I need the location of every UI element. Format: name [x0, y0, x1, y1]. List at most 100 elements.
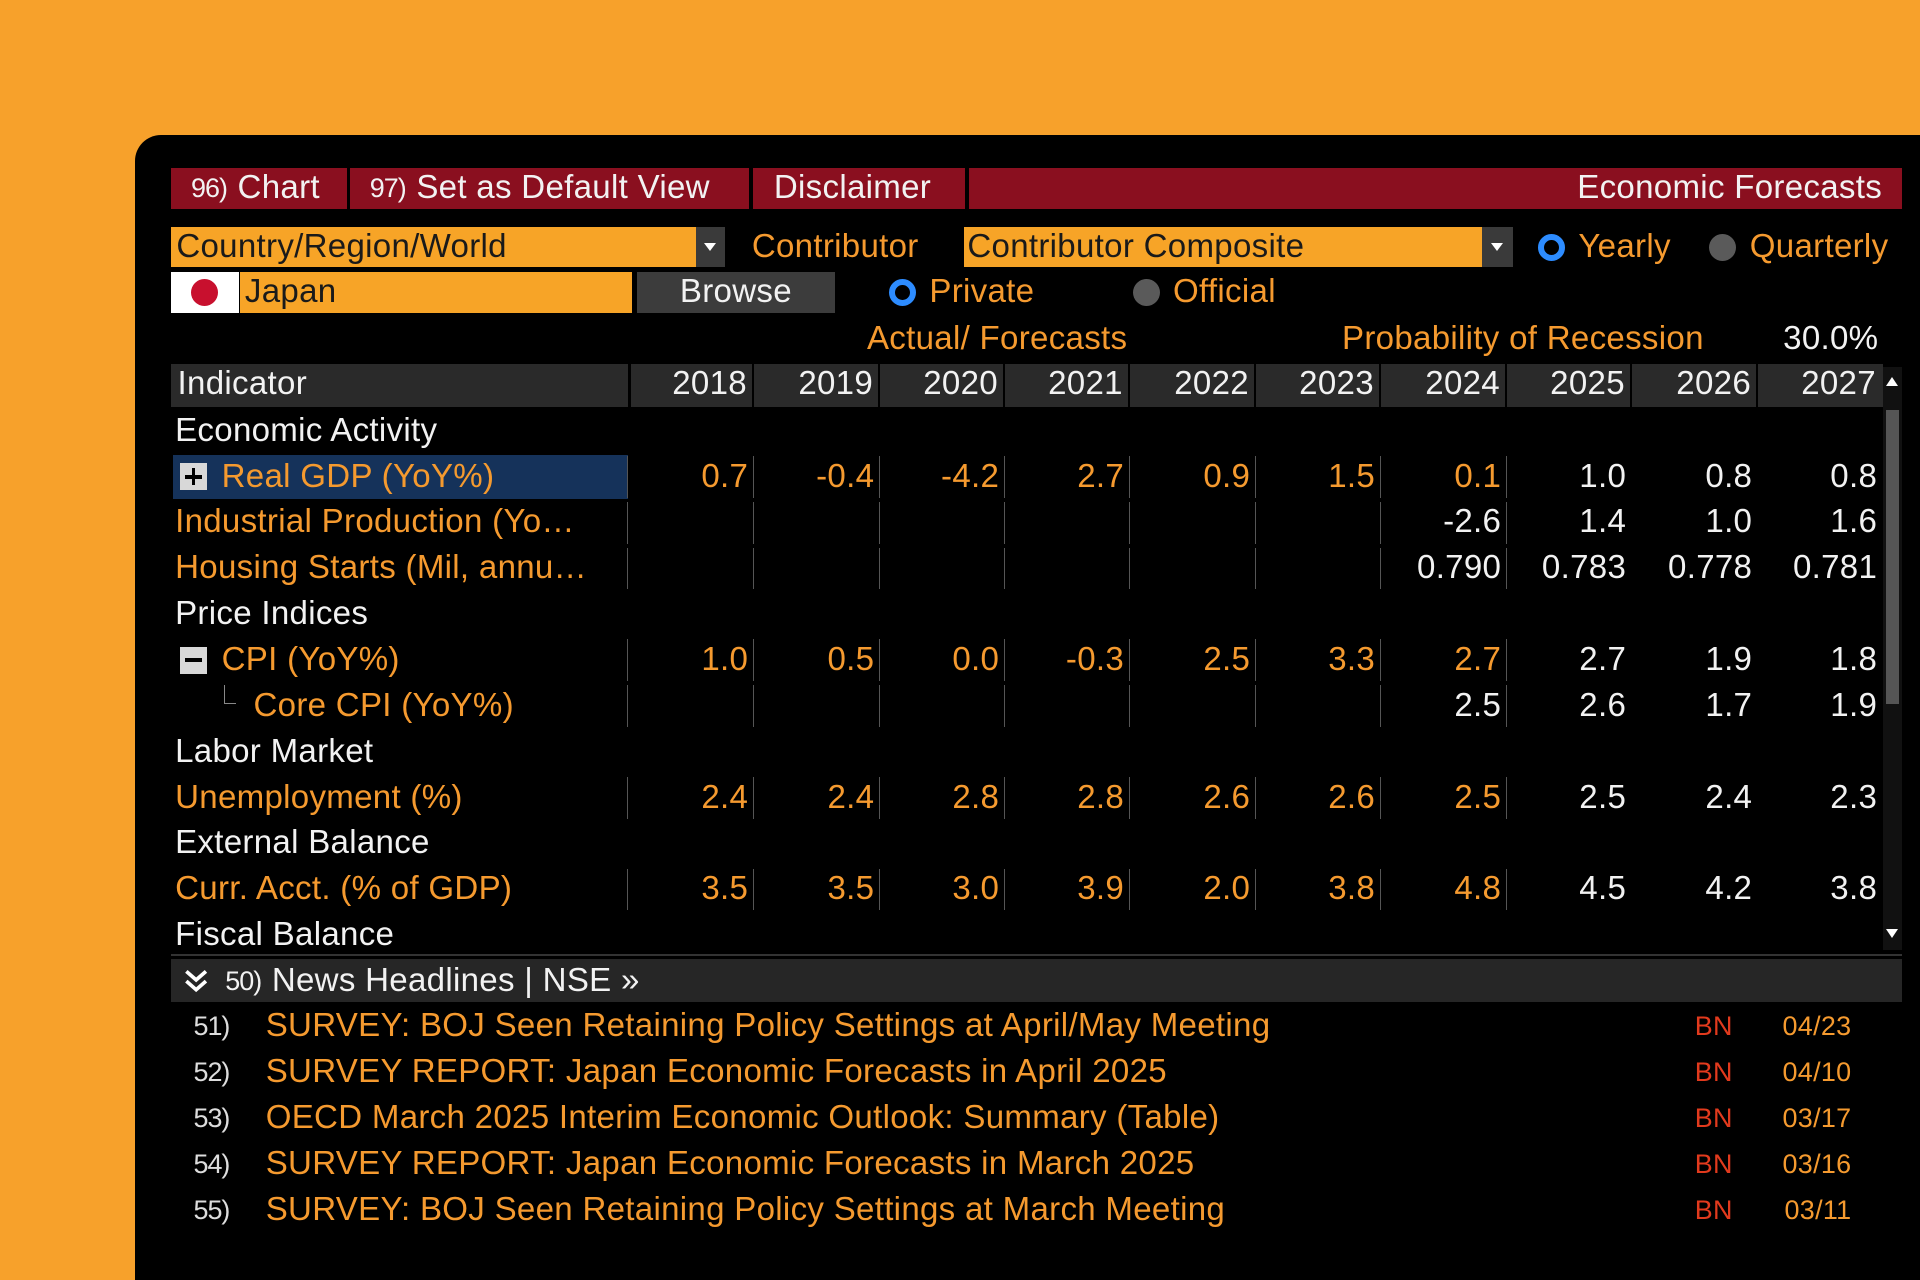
header-divider: [1504, 363, 1508, 407]
country-text: Japan: [244, 273, 337, 311]
scroll-up[interactable]: [1885, 377, 1898, 387]
region-dropdown-text: Country/Region/World: [176, 228, 507, 266]
cell-divider: [1255, 777, 1257, 819]
header-divider: [1253, 363, 1257, 407]
source-option: Private: [929, 273, 1035, 311]
news-date: 04/23: [1782, 1010, 1852, 1041]
cell-divider: [1004, 456, 1006, 498]
section-label: Economic Activity: [175, 411, 438, 449]
cell-divider: [1506, 639, 1508, 682]
cell-divider: [879, 777, 881, 819]
news-date: 03/16: [1782, 1148, 1852, 1179]
indicator-label: Industrial Production (Yo…: [175, 503, 575, 541]
news-headline: SURVEY REPORT: Japan Economic Forecasts …: [265, 1052, 1167, 1090]
cell-divider: [753, 501, 755, 544]
header-divider: [1002, 363, 1006, 407]
cell-value: 2.0: [1203, 870, 1251, 908]
cell-divider: [1506, 547, 1508, 590]
cell-divider: [626, 685, 629, 727]
cell-divider: [1004, 685, 1006, 727]
news-number: 50): [225, 965, 262, 996]
radio-selected[interactable]: [888, 279, 916, 307]
cell-value: 0.0: [952, 641, 1000, 679]
cell-divider: [1004, 868, 1006, 911]
cell-value: 0.778: [1668, 549, 1753, 587]
cell-divider: [1004, 501, 1006, 544]
header-divider: [1755, 363, 1759, 407]
cell-divider: [1380, 456, 1382, 498]
chevron: [184, 969, 207, 992]
radio-unselected[interactable]: [1132, 279, 1160, 307]
cell-divider: [1255, 456, 1257, 498]
cell-value: 2.7: [1077, 457, 1125, 495]
cell-value: 3.3: [1328, 641, 1376, 679]
cell-divider: [1506, 868, 1508, 911]
news-item-number: 51): [193, 1010, 230, 1041]
toolbar-button[interactable]: [754, 167, 965, 210]
cell-divider: [1128, 685, 1131, 727]
cell-divider: [1004, 777, 1006, 819]
cell-divider: [1380, 777, 1382, 819]
cell-value: 1.7: [1705, 686, 1753, 724]
cell-divider: [1255, 868, 1257, 911]
year-header: 2021: [1048, 365, 1123, 403]
cell-value: 2.3: [1830, 778, 1878, 816]
table-bottom-rule: [171, 953, 1902, 957]
cell-value: 0.8: [1830, 457, 1878, 495]
cell-divider: [753, 685, 755, 727]
news-source: BN: [1694, 1194, 1733, 1225]
news-headline: OECD March 2025 Interim Economic Outlook…: [265, 1098, 1220, 1136]
cell-value: 2.6: [1328, 778, 1376, 816]
browse-button[interactable]: [636, 271, 836, 314]
section-label: Price Indices: [175, 595, 369, 633]
header-divider: [1629, 363, 1633, 407]
cell-value: 2.5: [1203, 641, 1251, 679]
cell-value: -4.2: [941, 457, 1000, 495]
arrow-glyph: [1491, 243, 1504, 252]
collapse-icon[interactable]: [179, 964, 213, 997]
radio-selected[interactable]: [1537, 233, 1565, 261]
recession-label: Probability of Recession: [1342, 319, 1704, 357]
cell-value: 2.6: [1203, 778, 1251, 816]
year-header: 2023: [1299, 365, 1374, 403]
button-number: 97): [369, 173, 407, 204]
scroll-down[interactable]: [1885, 929, 1898, 939]
cell-divider: [1255, 501, 1257, 544]
cell-divider: [879, 547, 881, 590]
scrollbar-thumb[interactable]: [1885, 410, 1900, 705]
cell-value: -0.3: [1065, 641, 1125, 679]
cell-divider: [879, 685, 881, 727]
cell-divider: [1128, 501, 1131, 544]
country-field[interactable]: [240, 271, 632, 314]
contributor-dropdown[interactable]: [963, 226, 1482, 267]
cell-divider: [626, 456, 629, 498]
cell-value: 1.6: [1830, 503, 1878, 541]
cell-value: 0.781: [1792, 549, 1878, 587]
cell-value: 1.0: [1705, 503, 1753, 541]
button-label: Disclaimer: [773, 169, 932, 207]
cell-divider: [1506, 501, 1508, 544]
radio-unselected[interactable]: [1709, 233, 1737, 261]
cell-value: 2.6: [1579, 686, 1627, 724]
news-header[interactable]: [171, 958, 1902, 1002]
cell-divider: [626, 501, 629, 544]
year-header: 2026: [1676, 365, 1752, 403]
cell-value: 2.7: [1579, 641, 1627, 679]
cell-value: 3.8: [1328, 870, 1376, 908]
region-dropdown[interactable]: [171, 226, 696, 267]
toolbar-button[interactable]: [171, 167, 347, 210]
contributor-dropdown-text: Contributor Composite: [967, 228, 1305, 266]
cell-value: 1.8: [1830, 641, 1878, 679]
cell-value: 1.0: [1579, 457, 1627, 495]
year-header: 2018: [672, 365, 747, 403]
news-item-number: 55): [193, 1194, 230, 1225]
cell-value: 2.4: [701, 778, 749, 816]
cell-divider: [1128, 547, 1131, 590]
cell-divider: [1380, 868, 1382, 911]
header-divider: [628, 363, 631, 407]
cell-value: 1.5: [1328, 457, 1376, 495]
cell-value: 4.2: [1705, 870, 1753, 908]
cell-value: 3.0: [952, 870, 1000, 908]
toolbar-button[interactable]: [350, 167, 750, 210]
